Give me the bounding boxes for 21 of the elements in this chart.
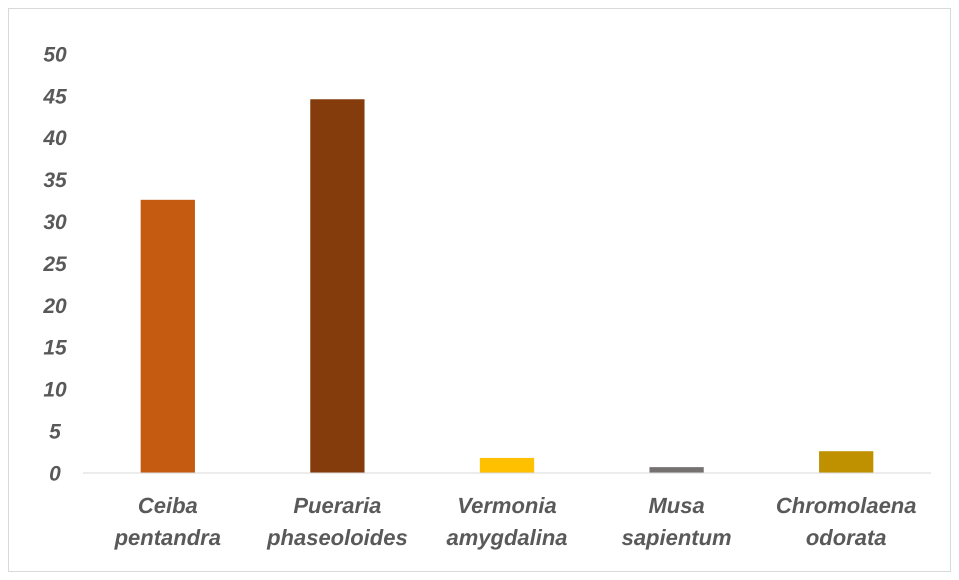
x-tick-label: Chromolaena odorata [776, 493, 916, 550]
x-tick-label: Musa sapientum [622, 493, 732, 550]
bar [310, 99, 365, 473]
y-tick-label: 30 [43, 210, 67, 234]
y-tick-label: 25 [42, 252, 67, 276]
y-tick-label: 10 [43, 378, 67, 402]
y-tick-label: 0 [49, 462, 62, 486]
bar [819, 451, 874, 473]
y-tick-label: 35 [43, 169, 67, 192]
bar [480, 458, 534, 473]
bar [649, 467, 704, 473]
x-tick-label: Vermonia amygdalina [446, 493, 568, 550]
bar [140, 200, 195, 473]
y-tick-label: 50 [43, 43, 67, 66]
y-tick-label: 15 [43, 336, 67, 360]
y-tick-label: 20 [42, 294, 67, 318]
x-tick-label: Pueraria phaseoloides [266, 493, 408, 550]
y-tick-label: 5 [49, 420, 62, 444]
x-tick-label: Ceiba pentandra [114, 493, 221, 550]
y-tick-label: 40 [42, 127, 67, 150]
y-tick-label: 45 [42, 85, 67, 108]
